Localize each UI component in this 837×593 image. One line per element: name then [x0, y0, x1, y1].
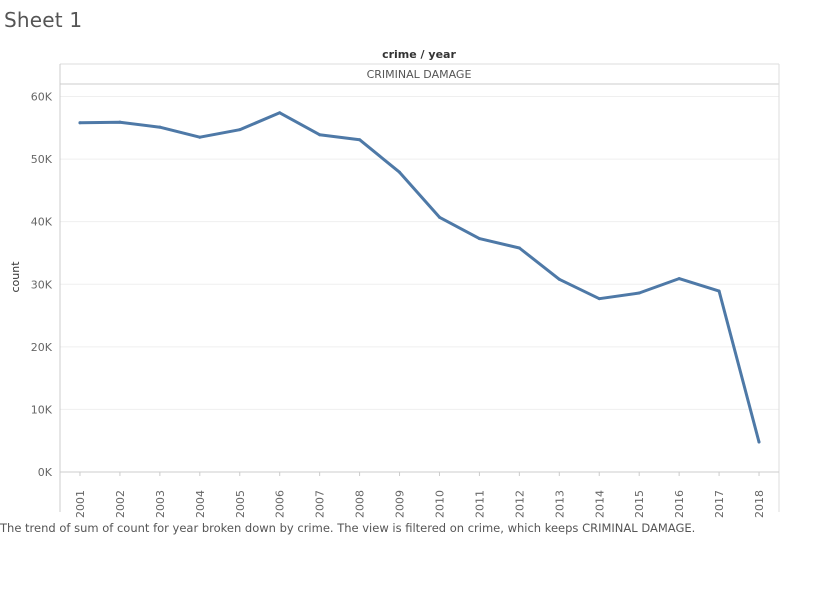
- panel-label: CRIMINAL DAMAGE: [367, 68, 472, 81]
- data-point: [517, 246, 521, 250]
- data-point: [118, 120, 122, 124]
- series-line: [78, 111, 761, 444]
- data-point: [238, 128, 242, 132]
- y-tick-label: 60K: [31, 91, 53, 104]
- x-tick-label: 2016: [673, 490, 686, 518]
- x-tick-label: 2002: [114, 490, 127, 518]
- x-tick-label: 2018: [753, 490, 766, 518]
- chart-area: crime / year CRIMINAL DAMAGE count 0K 10K…: [9, 48, 780, 518]
- data-point: [677, 277, 681, 281]
- x-tick-label: 2011: [473, 490, 486, 518]
- x-tick-label: 2001: [74, 490, 87, 518]
- y-tick-label: 30K: [31, 278, 53, 291]
- data-point: [757, 440, 761, 444]
- y-tick-label: 0K: [38, 466, 53, 479]
- data-point: [158, 125, 162, 129]
- x-tick-label: 2007: [314, 490, 327, 518]
- y-tick-label: 20K: [31, 341, 53, 354]
- x-tick-label: 2009: [394, 490, 407, 518]
- chart-header: crime / year: [382, 48, 456, 61]
- data-point: [557, 277, 561, 281]
- x-tick-label: 2003: [154, 490, 167, 518]
- chart-caption: The trend of sum of count for year broke…: [0, 521, 696, 535]
- data-point: [198, 135, 202, 139]
- x-tick-label: 2010: [433, 490, 446, 518]
- data-point: [477, 237, 481, 241]
- x-tick-label: 2013: [553, 490, 566, 518]
- data-point: [358, 138, 362, 142]
- data-point: [318, 133, 322, 137]
- y-axis-label: count: [9, 261, 22, 293]
- data-point: [78, 121, 82, 125]
- x-tick-label: 2015: [633, 490, 646, 518]
- data-point: [597, 297, 601, 301]
- y-tick-label: 50K: [31, 153, 53, 166]
- data-point: [398, 170, 402, 174]
- data-point: [637, 291, 641, 295]
- sheet-title: Sheet 1: [4, 8, 83, 32]
- data-point: [278, 111, 282, 115]
- data-point: [437, 215, 441, 219]
- x-tick-label: 2004: [194, 490, 207, 518]
- y-tick-label: 10K: [31, 403, 53, 416]
- y-tick-label: 40K: [31, 216, 53, 229]
- x-tick-label: 2017: [713, 490, 726, 518]
- x-tick-label: 2005: [234, 490, 247, 518]
- x-tick-label: 2008: [354, 490, 367, 518]
- line-chart: crime / year CRIMINAL DAMAGE count 0K 10K…: [9, 48, 780, 518]
- x-tick-label: 2006: [274, 490, 287, 518]
- x-tick-label: 2012: [513, 490, 526, 518]
- data-point: [717, 289, 721, 293]
- x-tick-label: 2014: [593, 490, 606, 518]
